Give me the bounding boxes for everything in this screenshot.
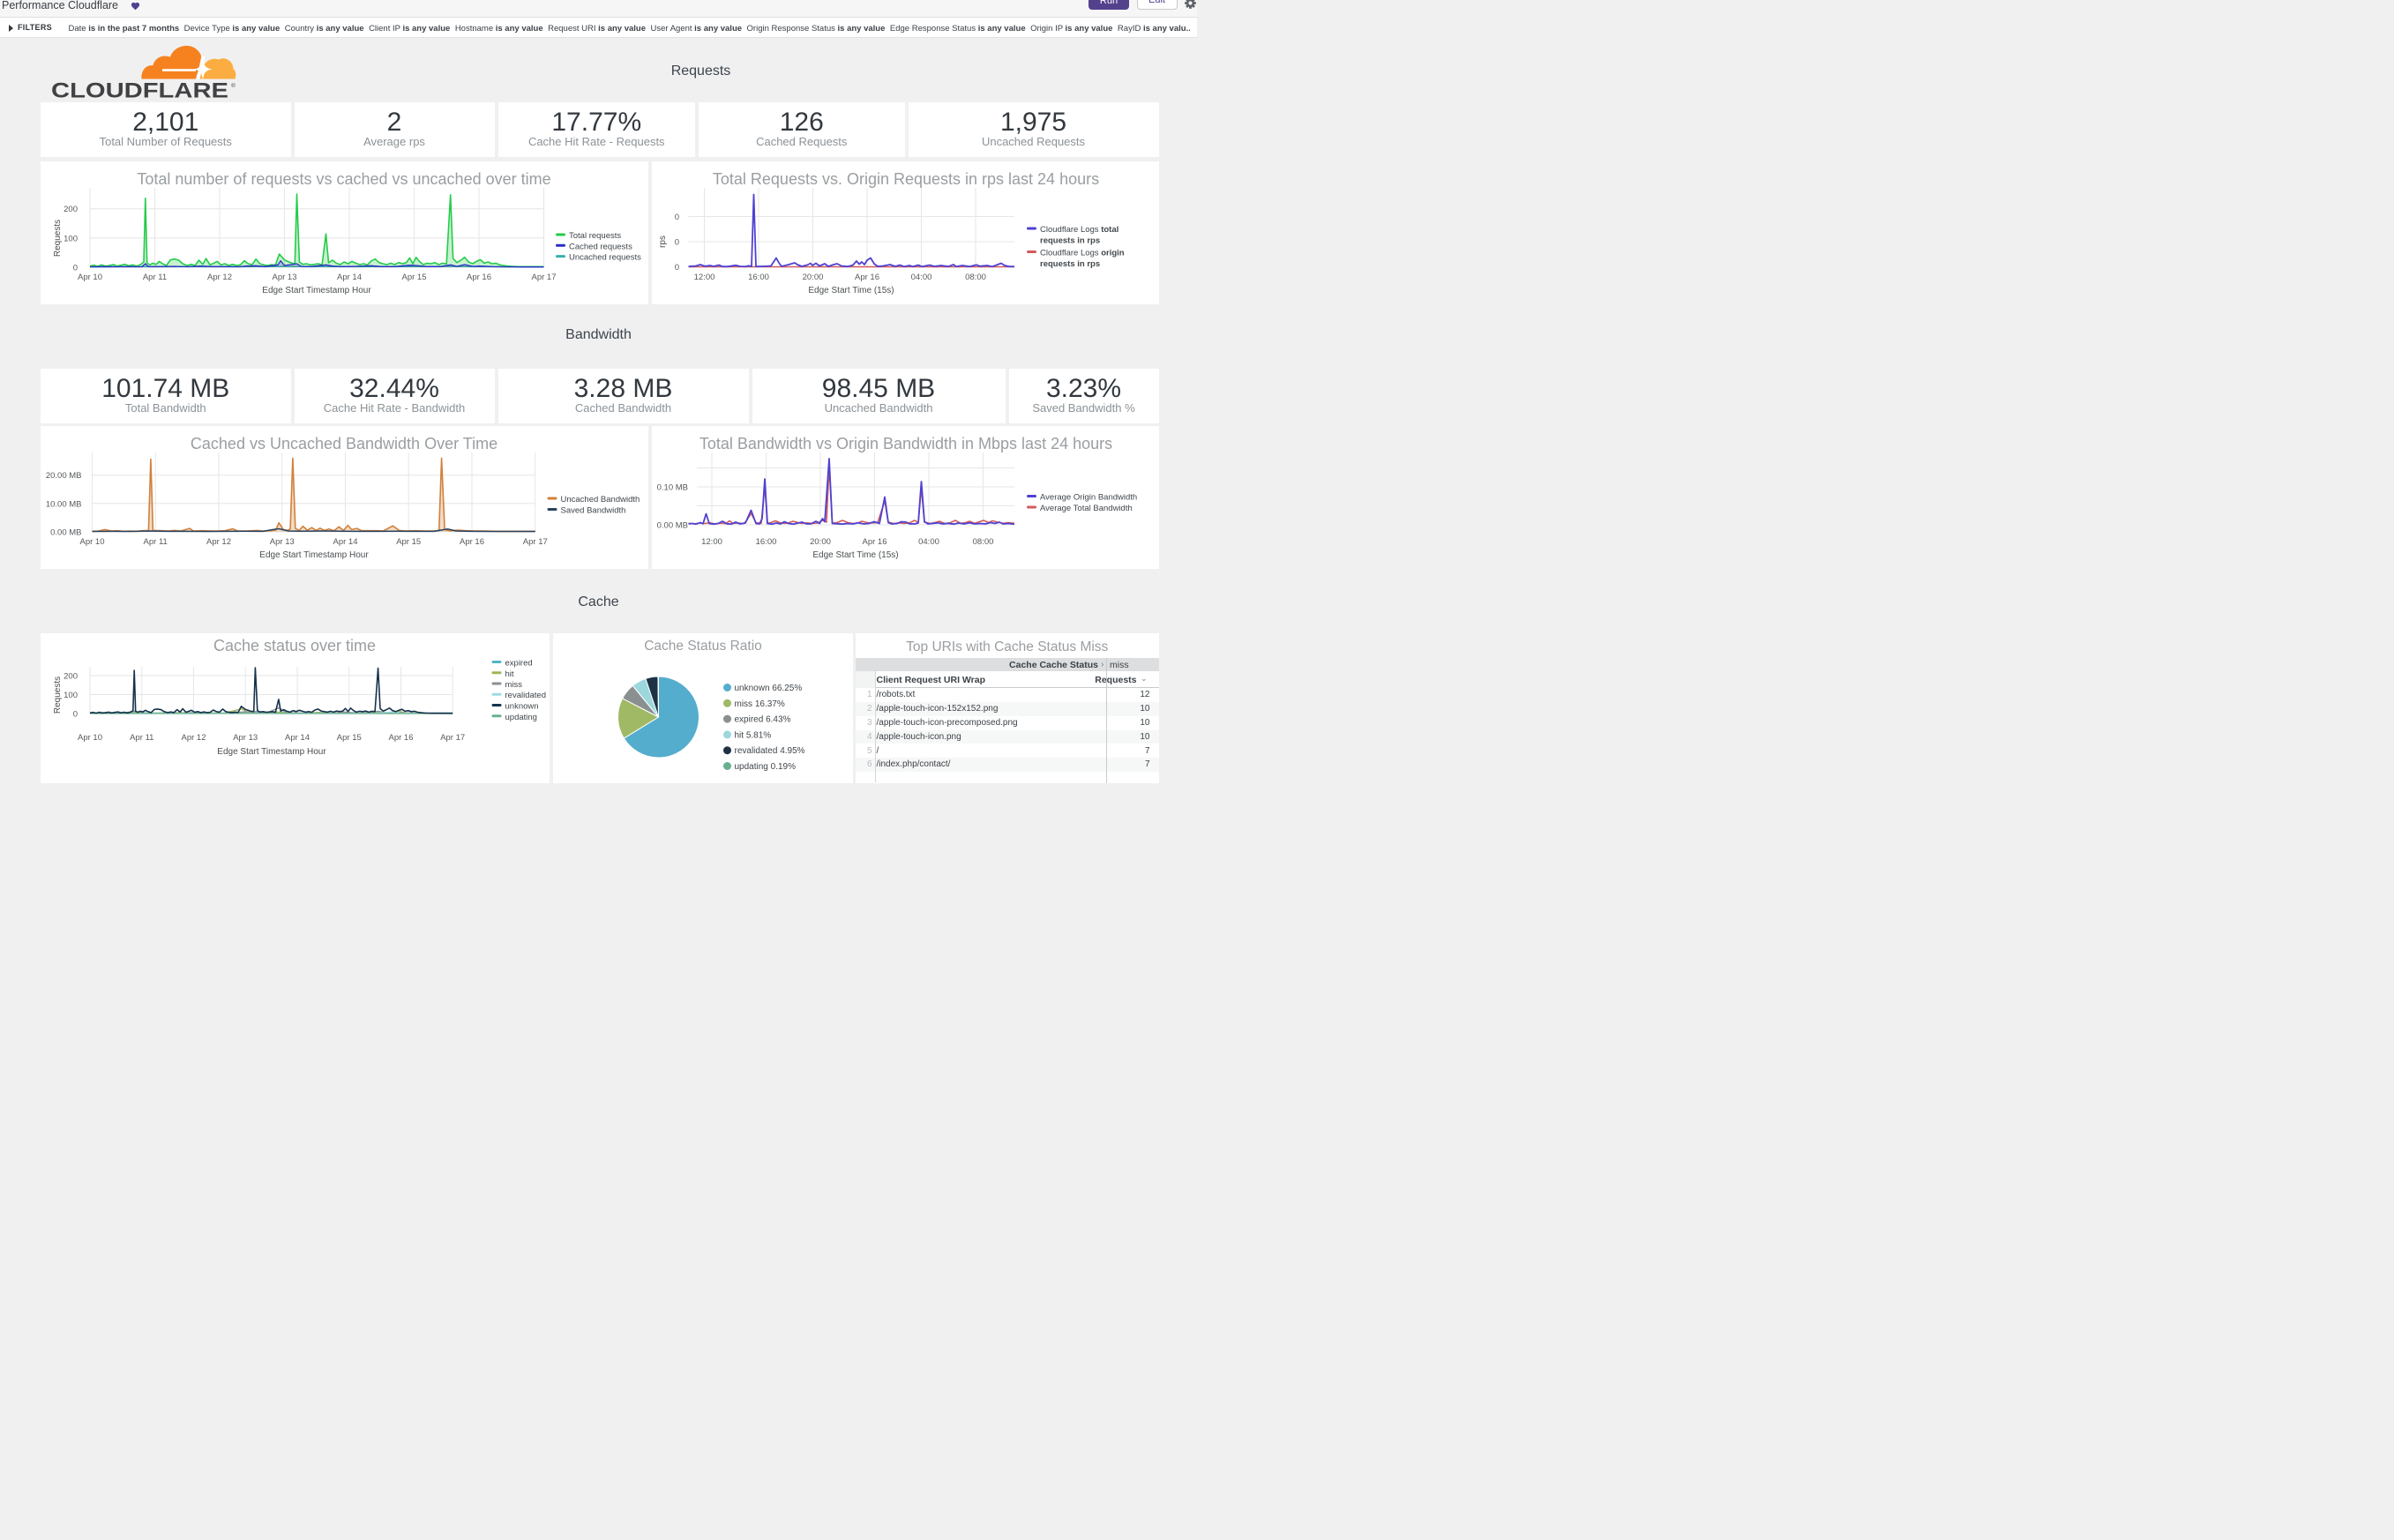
svg-text:Apr 16: Apr 16 (467, 273, 491, 282)
svg-text:20:00: 20:00 (803, 273, 824, 282)
svg-text:04:00: 04:00 (918, 537, 939, 547)
svg-text:Uncached requests: Uncached requests (569, 252, 641, 262)
svg-text:16:00: 16:00 (756, 537, 777, 547)
svg-text:Apr 14: Apr 14 (285, 733, 310, 743)
svg-text:0: 0 (675, 263, 679, 273)
svg-text:0.00 MB: 0.00 MB (657, 521, 688, 531)
svg-text:Cache Status Ratio: Cache Status Ratio (644, 639, 762, 654)
svg-text:Apr 13: Apr 13 (233, 733, 258, 743)
svg-text:Cached requests: Cached requests (569, 242, 632, 251)
svg-text:Total Bandwidth vs Origin Band: Total Bandwidth vs Origin Bandwidth in M… (699, 435, 1112, 452)
svg-text:08:00: 08:00 (965, 273, 986, 282)
svg-text:Cached vs Uncached Bandwidth O: Cached vs Uncached Bandwidth Over Time (191, 435, 498, 452)
svg-text:Total number of requests vs ca: Total number of requests vs cached vs un… (137, 170, 550, 188)
svg-text:revalidated: revalidated (505, 691, 546, 700)
svg-text:Saved Bandwidth: Saved Bandwidth (561, 506, 626, 516)
svg-text:Apr 16: Apr 16 (863, 537, 887, 547)
svg-text:Apr 15: Apr 15 (402, 273, 427, 282)
svg-text:Edge Start Timestamp Hour: Edge Start Timestamp Hour (262, 286, 371, 295)
svg-text:Apr 16: Apr 16 (389, 733, 414, 743)
svg-text:Apr 12: Apr 12 (206, 537, 231, 547)
svg-text:Apr 10: Apr 10 (78, 733, 102, 743)
svg-text:hit: hit (505, 669, 514, 678)
svg-text:hit 5.81%: hit 5.81% (734, 730, 771, 740)
svg-text:0.10 MB: 0.10 MB (657, 483, 688, 493)
svg-text:Apr 10: Apr 10 (78, 273, 102, 282)
svg-text:Apr 12: Apr 12 (207, 273, 232, 282)
svg-text:unknown 66.25%: unknown 66.25% (734, 684, 802, 693)
svg-text:Apr 14: Apr 14 (337, 273, 362, 282)
svg-text:Apr 17: Apr 17 (440, 733, 465, 743)
svg-text:Total Requests vs. Origin Requ: Total Requests vs. Origin Requests in rp… (713, 170, 1099, 188)
svg-text:Apr 17: Apr 17 (532, 273, 557, 282)
svg-text:Apr 12: Apr 12 (182, 733, 206, 743)
svg-text:unknown: unknown (505, 701, 539, 711)
svg-text:Apr 15: Apr 15 (396, 537, 421, 547)
svg-text:200: 200 (64, 205, 78, 214)
svg-text:Apr 17: Apr 17 (523, 537, 548, 547)
svg-text:Apr 13: Apr 13 (273, 273, 297, 282)
svg-text:CLOUDFLARE: CLOUDFLARE (51, 78, 228, 100)
svg-text:20:00: 20:00 (810, 537, 831, 547)
svg-text:Uncached Bandwidth: Uncached Bandwidth (561, 495, 640, 505)
svg-text:20.00 MB: 20.00 MB (46, 471, 82, 481)
svg-text:Apr 11: Apr 11 (144, 537, 168, 547)
svg-text:12:00: 12:00 (701, 537, 722, 547)
svg-text:12:00: 12:00 (694, 273, 715, 282)
svg-text:®: ® (231, 82, 236, 89)
svg-text:08:00: 08:00 (973, 537, 994, 547)
svg-text:miss: miss (505, 680, 523, 690)
svg-text:Edge Start Timestamp Hour: Edge Start Timestamp Hour (259, 550, 369, 560)
svg-text:expired: expired (505, 658, 533, 668)
svg-text:Apr 11: Apr 11 (130, 733, 153, 743)
svg-text:Apr 13: Apr 13 (270, 537, 295, 547)
svg-text:Apr 10: Apr 10 (80, 537, 105, 547)
svg-text:Apr 16: Apr 16 (855, 273, 879, 282)
svg-text:rps: rps (658, 235, 668, 248)
svg-text:Apr 11: Apr 11 (143, 273, 167, 282)
svg-text:revalidated 4.95%: revalidated 4.95% (734, 746, 804, 756)
svg-text:Requests: Requests (53, 676, 63, 713)
svg-text:Average Total Bandwidth: Average Total Bandwidth (1040, 504, 1133, 513)
svg-text:updating 0.19%: updating 0.19% (734, 762, 796, 772)
svg-text:Requests: Requests (53, 219, 63, 256)
svg-text:miss 16.37%: miss 16.37% (734, 699, 784, 708)
svg-text:Average Origin Bandwidth: Average Origin Bandwidth (1040, 493, 1137, 503)
svg-text:Edge Start Time (15s): Edge Start Time (15s) (812, 550, 898, 560)
svg-text:04:00: 04:00 (911, 273, 932, 282)
svg-text:Edge Start Timestamp Hour: Edge Start Timestamp Hour (217, 747, 326, 757)
svg-text:0.00 MB: 0.00 MB (50, 528, 81, 538)
svg-text:requests in rps: requests in rps (1040, 235, 1100, 245)
svg-text:0: 0 (73, 263, 78, 273)
svg-text:Edge Start Time (15s): Edge Start Time (15s) (808, 286, 894, 295)
svg-text:Apr 16: Apr 16 (460, 537, 484, 547)
svg-text:Cloudflare Logs total: Cloudflare Logs total (1040, 225, 1118, 235)
svg-text:0: 0 (675, 237, 679, 247)
svg-text:expired 6.43%: expired 6.43% (734, 714, 790, 724)
svg-text:Apr 15: Apr 15 (337, 733, 362, 743)
svg-text:0: 0 (675, 213, 679, 222)
svg-text:Apr 14: Apr 14 (333, 537, 358, 547)
svg-text:16:00: 16:00 (748, 273, 769, 282)
svg-text:10.00 MB: 10.00 MB (46, 499, 82, 509)
svg-text:updating: updating (505, 712, 537, 721)
svg-text:Cloudflare Logs origin: Cloudflare Logs origin (1040, 248, 1125, 258)
svg-text:100: 100 (64, 691, 78, 700)
svg-text:requests in rps: requests in rps (1040, 259, 1100, 269)
svg-text:Total requests: Total requests (569, 231, 621, 241)
svg-text:100: 100 (64, 234, 78, 243)
svg-text:200: 200 (64, 671, 78, 681)
svg-text:Cache status over time: Cache status over time (213, 637, 376, 654)
svg-text:0: 0 (73, 709, 78, 719)
